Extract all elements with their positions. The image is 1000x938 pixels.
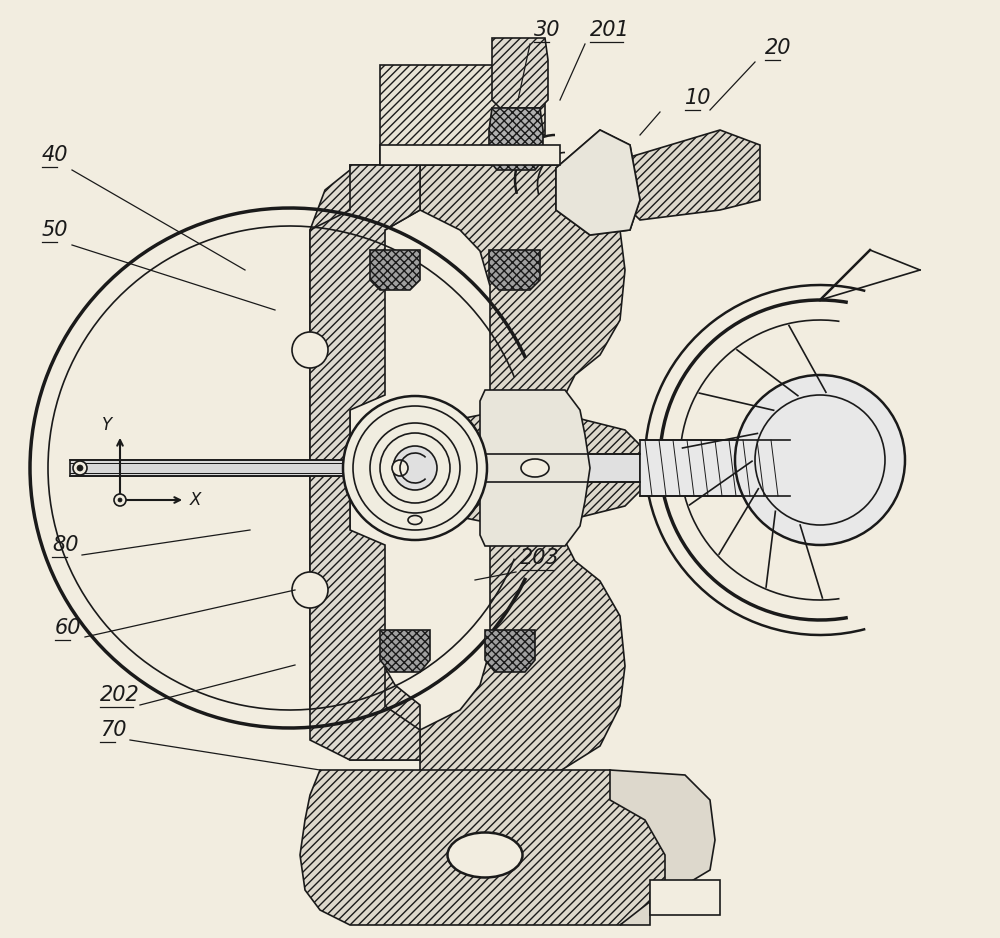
Text: 70: 70 <box>100 720 126 740</box>
Polygon shape <box>650 880 720 915</box>
Circle shape <box>393 446 437 490</box>
Circle shape <box>292 572 328 608</box>
Circle shape <box>77 465 83 471</box>
Text: 203: 203 <box>520 548 560 568</box>
Text: 202: 202 <box>100 685 140 705</box>
Polygon shape <box>480 390 590 546</box>
Polygon shape <box>489 108 543 170</box>
Polygon shape <box>380 630 430 672</box>
Circle shape <box>118 498 122 502</box>
Polygon shape <box>556 130 640 235</box>
Text: 40: 40 <box>42 145 68 165</box>
Text: X: X <box>190 491 201 509</box>
Polygon shape <box>310 165 420 760</box>
Circle shape <box>343 396 487 540</box>
Polygon shape <box>310 165 420 760</box>
Text: 50: 50 <box>42 220 68 240</box>
Circle shape <box>292 332 328 368</box>
Polygon shape <box>492 38 548 108</box>
Polygon shape <box>489 250 540 290</box>
Polygon shape <box>300 770 670 925</box>
Text: 10: 10 <box>685 88 712 108</box>
Text: 60: 60 <box>55 618 82 638</box>
Text: 30: 30 <box>534 20 560 40</box>
Polygon shape <box>556 130 640 235</box>
Polygon shape <box>420 165 648 771</box>
Polygon shape <box>380 145 560 165</box>
Circle shape <box>735 375 905 545</box>
Text: 80: 80 <box>52 535 78 555</box>
Circle shape <box>353 406 477 530</box>
Ellipse shape <box>408 516 422 524</box>
Polygon shape <box>610 770 715 925</box>
Polygon shape <box>620 130 760 220</box>
Text: 20: 20 <box>765 38 792 58</box>
Circle shape <box>73 461 87 475</box>
Ellipse shape <box>448 833 522 878</box>
Polygon shape <box>380 65 545 165</box>
Circle shape <box>114 494 126 506</box>
Circle shape <box>392 460 408 476</box>
Polygon shape <box>70 460 370 476</box>
Circle shape <box>380 433 450 503</box>
Circle shape <box>755 395 885 525</box>
Ellipse shape <box>521 459 549 477</box>
Polygon shape <box>370 250 420 290</box>
Text: 201: 201 <box>590 20 630 40</box>
Circle shape <box>370 423 460 513</box>
Text: Y: Y <box>102 416 112 434</box>
Polygon shape <box>485 630 535 672</box>
Polygon shape <box>640 440 790 496</box>
Polygon shape <box>370 454 640 482</box>
